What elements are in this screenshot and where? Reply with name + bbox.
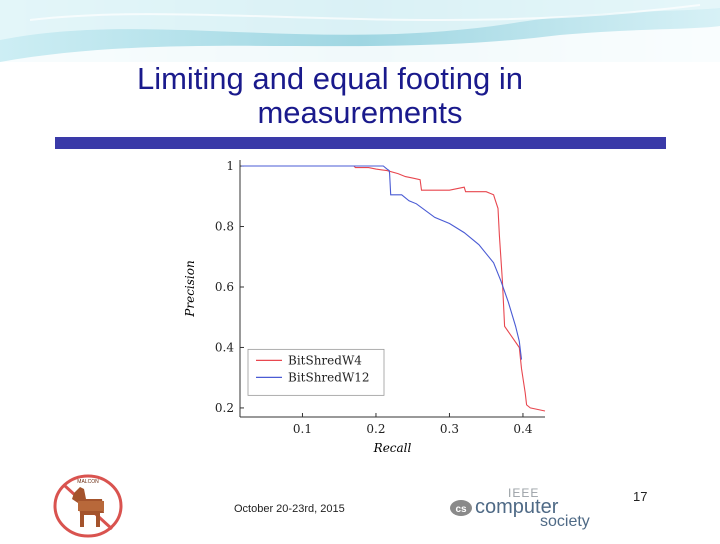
- chart-legend: BitShredW4 BitShredW12: [247, 348, 385, 396]
- precision-recall-chart: 0.1 0.2 0.3 0.40.20.40.60.81 BitShredW4BitS…: [183, 159, 546, 455]
- title-line-2: measurements: [257, 95, 463, 130]
- ieee-text: IEEE: [508, 486, 539, 500]
- malcon-logo-text: MALCON: [77, 479, 99, 485]
- chart-lines: [241, 165, 546, 412]
- ieee-computer-society-logo: cs IEEE computer society: [448, 486, 598, 535]
- society-text: society: [540, 513, 590, 530]
- chart-ticks: 0.1 0.2 0.3 0.4 0.2 0.4 0.6 0.8 1: [215, 159, 533, 436]
- x-tick-label: 0.2: [366, 422, 385, 436]
- slide-title: Limiting and equal footing in measuremen…: [60, 62, 600, 130]
- series-line-bitshredw4: [241, 165, 546, 412]
- x-axis-label: Recall: [373, 441, 412, 455]
- title-line-1: Limiting and equal footing in: [136, 61, 524, 96]
- y-tick-label: 0.4: [215, 340, 234, 354]
- y-tick-label: 1: [226, 159, 234, 173]
- title-underline-bar: [55, 137, 666, 149]
- y-tick-label: 0.6: [215, 280, 234, 294]
- header-banner: [0, 0, 720, 62]
- legend-label: BitShredW12: [288, 370, 370, 384]
- series-line-bitshredw12: [241, 165, 523, 360]
- x-tick-label: 0.4: [513, 422, 532, 436]
- computer-text: computer: [475, 496, 559, 518]
- slide-number: 17: [633, 489, 648, 504]
- footer-date: October 20-23rd, 2015: [234, 503, 345, 515]
- y-tick-label: 0.2: [215, 401, 234, 415]
- cs-badge-text: cs: [455, 504, 467, 515]
- chart-axes: [239, 160, 545, 418]
- y-tick-label: 0.8: [215, 220, 234, 234]
- legend-box: [247, 348, 385, 396]
- y-axis-label: Precision: [183, 260, 197, 317]
- x-tick-label: 0.1: [293, 422, 312, 436]
- x-tick-label: 0.3: [440, 422, 459, 436]
- malcon-logo: MALCON: [50, 473, 126, 544]
- legend-label: BitShredW4: [288, 353, 362, 367]
